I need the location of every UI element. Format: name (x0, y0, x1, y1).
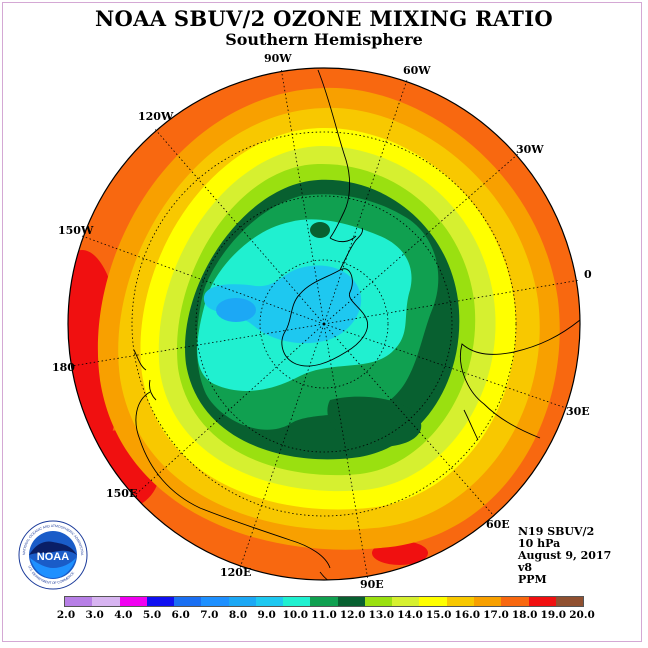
colorbar (64, 596, 584, 607)
coastlines (133, 69, 580, 580)
colorbar-tick-label: 2.0 (56, 609, 76, 621)
colorbar-swatch (283, 597, 311, 606)
noaa-logo-text: NOAA (37, 551, 69, 563)
colorbar-tick-label: 4.0 (114, 609, 133, 621)
instrument-label: N19 SBUV/2 (518, 525, 595, 538)
graticule (71, 67, 581, 581)
pressure-level-label: 10 hPa (518, 537, 561, 550)
lon-label-60e: 60E (486, 518, 510, 531)
colorbar-swatch (473, 597, 502, 606)
colorbar-tick-label: 3.0 (85, 609, 104, 621)
colorbar-tick-label: 12.0 (339, 609, 366, 621)
lon-label-90w: 90W (264, 52, 292, 65)
noaa-logo: NOAA NATIONAL OCEANIC AND ATMOSPHERIC AD… (18, 520, 88, 590)
colorbar-swatch (337, 597, 365, 606)
colorbar-tick-label: 18.0 (511, 609, 538, 621)
lon-label-120e: 120E (220, 566, 252, 579)
colorbar-swatch (501, 597, 529, 606)
lon-label-150w: 150W (58, 224, 94, 237)
colorbar-tick-label: 15.0 (425, 609, 452, 621)
colorbar-swatch (146, 597, 175, 606)
colorbar-tick-label: 16.0 (454, 609, 481, 621)
colorbar-tick-label: 17.0 (483, 609, 509, 621)
colorbar-swatch (364, 597, 393, 606)
map-subtitle: Southern Hemisphere (225, 30, 423, 49)
map-title: NOAA SBUV/2 OZONE MIXING RATIO (95, 6, 553, 31)
colorbar-tick-label: 7.0 (200, 609, 219, 621)
ozone-contours (68, 68, 580, 580)
lon-label-90e: 90E (360, 578, 384, 591)
image-frame (2, 2, 642, 642)
lon-label-30w: 30W (516, 143, 544, 156)
info-block: N19 SBUV/2 10 hPa August 9, 2017 v8 PPM (518, 526, 611, 586)
colorbar-swatch (555, 597, 584, 606)
colorbar-swatch (119, 597, 147, 606)
map-boundary (67, 67, 581, 581)
colorbar-swatch (174, 597, 202, 606)
colorbar-tick-label: 5.0 (142, 609, 162, 621)
units-label: PPM (518, 573, 547, 586)
colorbar-swatch (310, 597, 338, 606)
colorbar-swatch (228, 597, 256, 606)
lon-label-150e: 150E (106, 487, 138, 500)
colorbar-swatch (446, 597, 474, 606)
colorbar-tick-label: 10.0 (282, 609, 309, 621)
colorbar-tick-label: 11.0 (311, 609, 337, 621)
lon-label-30e: 30E (566, 405, 590, 418)
colorbar-tick-label: 14.0 (397, 609, 423, 621)
colorbar-swatch (92, 597, 120, 606)
version-label: v8 (518, 561, 533, 574)
colorbar-tick-label: 9.0 (257, 609, 276, 621)
colorbar-tick-label: 20.0 (569, 609, 595, 621)
colorbar-swatch (392, 597, 420, 606)
colorbar-swatch (255, 597, 284, 606)
colorbar-tick-label: 19.0 (540, 609, 567, 621)
colorbar-tick-label: 6.0 (171, 609, 190, 621)
colorbar-tick-label: 13.0 (368, 609, 395, 621)
colorbar-swatch (419, 597, 447, 606)
colorbar-swatch (65, 597, 93, 606)
lon-label-120w: 120W (138, 110, 174, 123)
colorbar-swatch (528, 597, 556, 606)
lon-label-180: 180 (52, 361, 75, 374)
lon-label-0: 0 (584, 268, 592, 281)
lon-label-60w: 60W (403, 64, 431, 77)
date-label: August 9, 2017 (518, 549, 612, 562)
colorbar-tick-label: 8.0 (228, 609, 248, 621)
colorbar-swatch (201, 597, 229, 606)
